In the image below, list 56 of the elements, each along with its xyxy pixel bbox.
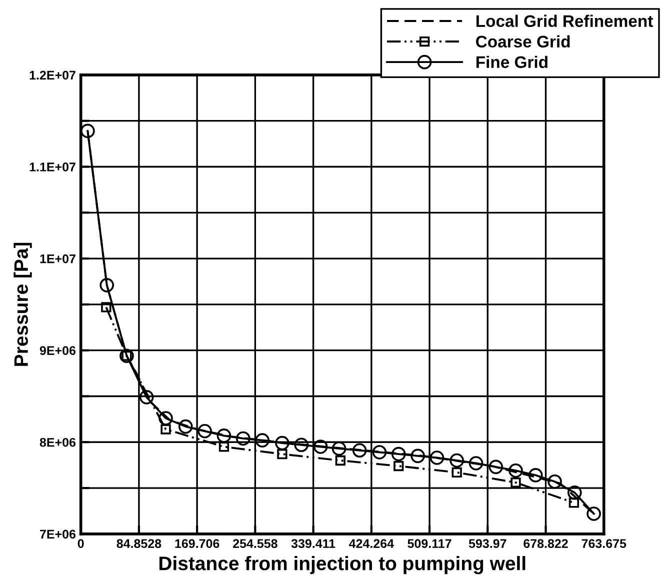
y-tick-label: 1.1E+07 [30, 162, 76, 172]
y-axis-title: Pressure [Pa] [14, 242, 32, 366]
point [335, 455, 346, 466]
x-axis-title: Distance from injection to pumping well [159, 556, 526, 574]
point [332, 441, 346, 456]
point [468, 456, 484, 470]
point [255, 433, 270, 448]
y-tick-label: 9E+06 [40, 346, 76, 355]
x-tick-label: 424.264 [349, 539, 394, 548]
point [488, 460, 504, 474]
legend-label: Coarse Grid [476, 35, 570, 48]
point [567, 485, 582, 500]
point [100, 278, 114, 292]
y-tick-label: 1E+07 [40, 254, 76, 264]
point [510, 477, 521, 488]
point [430, 450, 444, 465]
x-tick-label: 0 [78, 539, 84, 548]
point [101, 302, 112, 312]
point [548, 474, 562, 489]
x-tick-label: 339.411 [291, 539, 336, 548]
x-tick-label: 678.822 [524, 539, 568, 548]
point [277, 449, 288, 460]
point [372, 445, 387, 460]
point [80, 124, 95, 138]
y-tick-label: 7E+06 [40, 530, 76, 539]
point [450, 453, 464, 468]
point [391, 446, 406, 462]
point [508, 463, 523, 478]
x-tick-label: 254.558 [233, 539, 278, 548]
point [528, 468, 543, 482]
x-tick-label: 169.706 [175, 539, 220, 548]
legend-label: Fine Grid [476, 56, 548, 68]
point [410, 448, 425, 464]
point [160, 424, 171, 434]
point [568, 498, 580, 508]
point [216, 428, 232, 443]
point [178, 419, 193, 434]
y-tick-label: 1.2E+07 [30, 70, 76, 80]
y-tick-label: 8E+06 [40, 438, 76, 447]
point [275, 436, 290, 450]
point [236, 431, 250, 446]
point [294, 438, 309, 452]
x-tick-label: 763.675 [582, 539, 626, 548]
x-tick-label: 593.97 [468, 539, 506, 548]
point [218, 442, 230, 452]
point [158, 411, 173, 426]
point [394, 460, 404, 472]
x-tick-label: 509.117 [408, 539, 452, 548]
legend-label: Local Grid Refinement [476, 14, 653, 27]
point [452, 467, 462, 478]
point [352, 443, 367, 458]
point [586, 506, 601, 521]
point [313, 440, 328, 454]
point [198, 424, 212, 438]
x-tick-label: 84.8528 [116, 539, 162, 548]
point [139, 390, 154, 404]
